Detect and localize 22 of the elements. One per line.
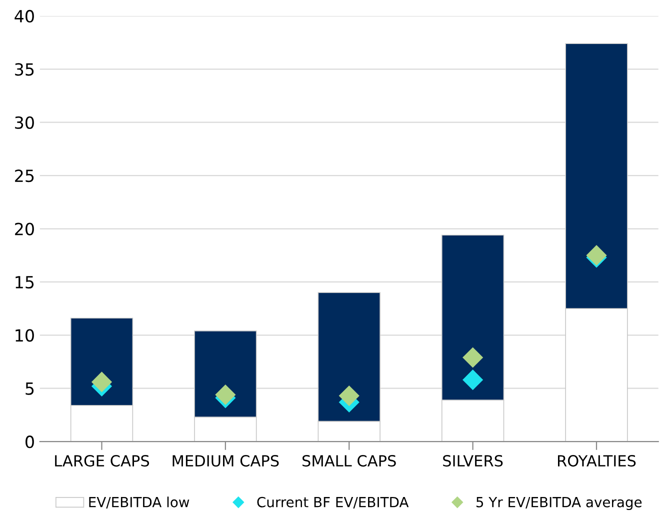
point (462, 347, 484, 368)
y-tick-label: 20 (15, 222, 34, 236)
x-tick-label: SILVERS (443, 455, 503, 467)
y-tick-label: 0 (26, 436, 34, 448)
y-tick-label: 30 (15, 116, 34, 129)
y-tick-label: 10 (16, 329, 34, 342)
point (215, 384, 236, 406)
y-tick-label: 15 (16, 276, 34, 289)
x-tick-label: ROYALTIES (558, 455, 636, 467)
point (462, 370, 484, 390)
y-tick-label: 40 (14, 10, 34, 23)
y-tick-label: 5 (26, 382, 34, 395)
x-tick-label: MEDIUM CAPS (172, 455, 279, 467)
point (91, 372, 112, 392)
y-tick-label: 35 (15, 63, 34, 76)
legend-label: 5 Yr EV/EBITDA average (476, 497, 642, 510)
x-tick-label: LARGE CAPS (55, 455, 150, 467)
legend-label: EV/EBITDA low (89, 496, 190, 508)
point (338, 386, 360, 406)
y-tick-label: 25 (15, 170, 34, 182)
x-tick-label: SMALL CAPS (302, 455, 396, 467)
legend-label: Current BF EV/EBITDA (257, 496, 409, 508)
